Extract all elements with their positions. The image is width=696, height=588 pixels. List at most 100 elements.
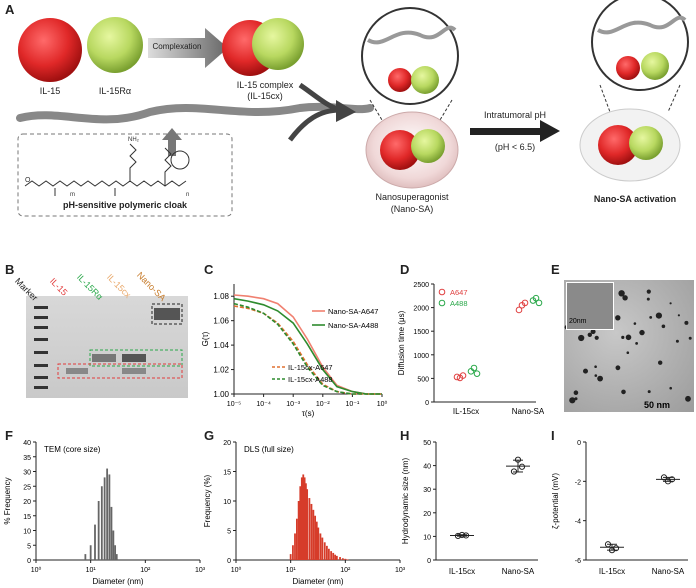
nh2-label: NH₂ (128, 137, 140, 143)
nanoparticle (646, 297, 650, 301)
histogram-bar (312, 509, 315, 560)
y-axis-label: G(τ) (201, 331, 210, 346)
activation-arrow (540, 120, 560, 142)
nanoparticle (669, 386, 672, 390)
svg-text:m: m (70, 192, 75, 198)
x-tick-label: IL-15cx (449, 567, 475, 576)
data-point (515, 306, 523, 314)
y-tick-label: 0 (27, 558, 31, 565)
nanoparticle (633, 322, 637, 325)
panel-letter-g: G (204, 428, 215, 443)
histogram-bar (299, 486, 302, 560)
histogram-bar (302, 474, 305, 560)
nanoparticle (647, 390, 651, 394)
y-axis-label: Hydrodynamic size (nm) (401, 458, 410, 545)
histogram-bar (300, 477, 303, 560)
nanoparticle (590, 329, 596, 335)
y-tick-label: 35 (23, 455, 31, 462)
y-tick-label: -4 (575, 519, 581, 526)
y-axis-label: Diffusion time (μs) (397, 310, 406, 375)
nanoparticle (587, 332, 592, 337)
y-tick-label: 15 (23, 514, 31, 521)
legend-swatch (438, 299, 446, 307)
panel-a-illustration: NH₂ O m n (16, 0, 689, 217)
x-tick-label: IL-15cx (453, 407, 479, 416)
il15cx-green (252, 18, 304, 70)
data-point (473, 370, 481, 377)
legend-label: IL-15cx-A488 (288, 375, 333, 384)
histogram-bar (305, 483, 307, 560)
nanoparticle (578, 334, 585, 342)
nanoparticle (669, 302, 672, 305)
histogram-bar (97, 501, 100, 560)
label-il15: IL-15 (39, 86, 61, 96)
nanoparticle (677, 314, 680, 317)
y-tick-label: 5 (27, 543, 31, 550)
nanoparticle (635, 342, 638, 345)
y-tick-label: 1.00 (213, 390, 229, 399)
chart-c: 1.08 1.06 1.04 1.02 1.00 10⁻⁵ 10⁻⁴ 10⁻³ 10⁻² 10⁻¹… (201, 284, 387, 418)
legend-label: A488 (450, 299, 468, 308)
y-tick-label: 10 (23, 529, 31, 536)
nanoparticle (658, 360, 663, 365)
x-tick-label: Nano-SA (502, 567, 535, 576)
chart-title: TEM (core size) (44, 445, 101, 454)
y-tick-label: 1.04 (213, 341, 229, 350)
histogram-bar (84, 554, 87, 560)
y-tick-label: 30 (423, 487, 431, 494)
panel-letter-i: I (551, 428, 555, 443)
histogram-bar (94, 524, 96, 560)
label-nano-1: Nanosuperagonist (375, 192, 449, 202)
y-tick-label: 50 (423, 440, 431, 447)
panel-letter-b: B (5, 262, 15, 277)
panel-letter-c: C (204, 262, 214, 277)
chart-title: DLS (full size) (244, 445, 294, 454)
gel-bands (34, 303, 183, 389)
x-tick-label: 10² (140, 567, 151, 574)
y-tick-label: 0 (577, 440, 581, 447)
x-tick-label: Nano-SA (652, 567, 685, 576)
chart-i: 0 -2 -4 -6 IL-15cx Nano-SA ζ-potential (mV) (551, 440, 688, 576)
data-point (514, 456, 522, 463)
data-point (518, 463, 526, 470)
histogram-bar (108, 474, 111, 560)
nanoparticle (649, 316, 653, 319)
cloak-arrow (162, 128, 182, 156)
y-tick-label: 1000 (413, 353, 429, 360)
legend-label: Nano-SA-A647 (328, 307, 378, 316)
histogram-bar (321, 537, 324, 560)
data-point (660, 474, 668, 481)
y-axis-label: ζ-potential (mV) (551, 473, 560, 529)
x-tick-label: IL-15cx (599, 567, 625, 576)
polymer-chemical-structure (24, 143, 190, 196)
nanoparticle (646, 289, 651, 294)
y-axis-label: Frequency (%) (203, 474, 212, 527)
histogram-bar (112, 530, 115, 560)
y-tick-label: 1.08 (213, 292, 229, 301)
nanoparticle (622, 295, 628, 301)
nanoparticle (621, 335, 625, 339)
x-tick-label: 10² (340, 567, 351, 574)
nanoparticle (661, 324, 666, 329)
panel-letter-h: H (400, 428, 410, 443)
x-tick-label: 10⁰ (231, 566, 242, 574)
y-tick-label: 0 (425, 400, 429, 407)
y-tick-label: 0 (227, 558, 231, 565)
x-tick-label: 10⁻¹ (345, 401, 359, 408)
histogram-bar (292, 545, 294, 560)
x-tick-label: 10⁻³ (286, 401, 300, 408)
histogram-bar (310, 503, 313, 560)
data-point (453, 373, 461, 381)
x-tick-label: Nano-SA (512, 407, 544, 416)
data-point (535, 299, 543, 307)
tem-scale: 50 nm (644, 400, 671, 410)
histogram-bar (114, 545, 117, 560)
y-tick-label: 500 (417, 376, 429, 383)
x-tick-label: 10³ (395, 567, 406, 574)
y-tick-label: 15 (223, 470, 231, 477)
x-axis-label: Diameter (nm) (292, 577, 343, 586)
label-complexation: Complexation (152, 42, 202, 51)
svg-text:O: O (25, 177, 31, 184)
y-tick-label: 10 (223, 499, 231, 506)
